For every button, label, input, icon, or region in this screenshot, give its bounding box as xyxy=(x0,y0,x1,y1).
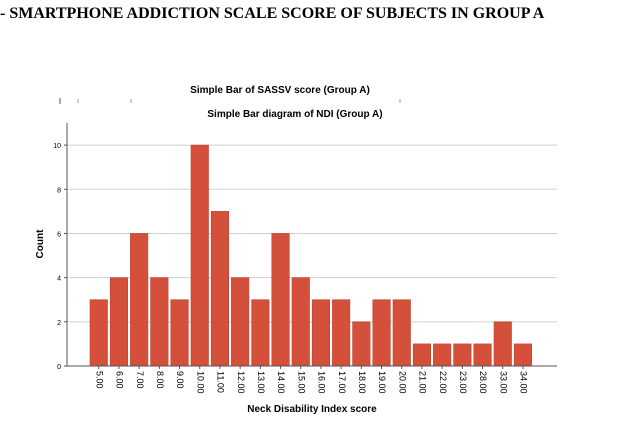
y-tick-label: 6 xyxy=(57,231,61,238)
x-tick-label: 16.00 xyxy=(317,371,327,394)
bar xyxy=(109,277,128,367)
bar xyxy=(332,299,351,367)
x-tick-label: 17.00 xyxy=(337,371,347,394)
x-tick-label: 7.00 xyxy=(135,371,145,389)
chart-title: Simple Bar diagram of NDI (Group A) xyxy=(207,109,383,120)
x-tick-label: 14.00 xyxy=(276,371,286,394)
bar xyxy=(372,299,391,367)
y-tick-label: 10 xyxy=(53,143,61,150)
x-tick-label: 33.00 xyxy=(498,371,508,394)
bar xyxy=(210,211,229,367)
y-tick-label: 2 xyxy=(57,320,61,327)
x-tick-label: 10.00 xyxy=(195,371,205,394)
bar xyxy=(433,343,452,367)
x-tick-label: 12.00 xyxy=(236,371,246,394)
bar xyxy=(392,299,411,367)
y-axis-label: Count xyxy=(35,229,46,259)
x-tick-label: 34.00 xyxy=(519,371,529,394)
x-tick-label: 15.00 xyxy=(296,371,306,394)
bar xyxy=(231,277,250,367)
bar xyxy=(352,321,371,367)
x-tick-label: 6.00 xyxy=(115,371,125,389)
x-tick-label: 13.00 xyxy=(256,371,266,394)
x-tick-label: 18.00 xyxy=(357,371,367,394)
x-tick-label: 19.00 xyxy=(377,371,387,394)
bar xyxy=(271,233,290,367)
bar xyxy=(513,343,533,367)
x-tick-label: 23.00 xyxy=(458,371,468,394)
bar xyxy=(130,233,149,367)
x-tick-label: 22.00 xyxy=(438,371,448,394)
bar xyxy=(89,299,108,367)
bar xyxy=(311,299,331,367)
y-tick-label: 0 xyxy=(57,364,61,371)
x-tick-label: 9.00 xyxy=(175,371,185,389)
x-axis-label: Neck Disability Index score xyxy=(247,404,377,415)
bar xyxy=(251,299,270,367)
x-tick-label: 8.00 xyxy=(155,371,165,389)
y-tick-label: 8 xyxy=(57,187,61,194)
bar xyxy=(291,277,310,367)
chart-underlying-title: Simple Bar of SASSV score (Group A) xyxy=(190,85,370,96)
bar xyxy=(170,299,189,367)
x-tick-label: 20.00 xyxy=(397,371,407,394)
bar xyxy=(150,277,169,367)
x-tick-label: 11.00 xyxy=(216,371,226,393)
y-tick-label: 4 xyxy=(57,276,61,283)
bar xyxy=(493,321,512,367)
bar xyxy=(453,343,472,367)
x-tick-label: 28.00 xyxy=(478,371,488,394)
x-tick-label: 21.00 xyxy=(418,371,428,394)
page-heading: - SMARTPHONE ADDICTION SCALE SCORE OF SU… xyxy=(0,5,545,22)
bar xyxy=(412,343,432,367)
bar xyxy=(473,343,492,367)
bar xyxy=(190,144,209,367)
x-tick-label: 5.00 xyxy=(94,371,104,389)
